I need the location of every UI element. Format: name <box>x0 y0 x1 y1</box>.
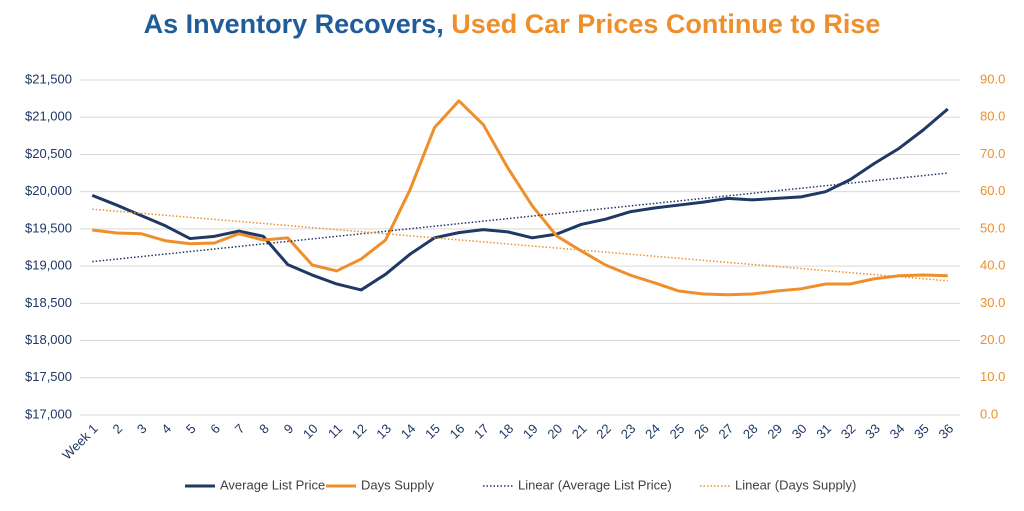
x-tick-label: 29 <box>764 421 785 442</box>
y-tick-label: $19,500 <box>25 220 72 235</box>
x-tick-label: 6 <box>207 421 223 437</box>
legend-label: Linear (Average List Price) <box>518 477 672 492</box>
x-tick-label: 30 <box>789 421 810 442</box>
x-tick-label: 36 <box>935 421 956 442</box>
x-tick-label: 33 <box>862 421 883 442</box>
x-tick-label: 5 <box>183 421 199 437</box>
x-tick-label: 21 <box>569 421 590 442</box>
x-tick-label: 26 <box>691 421 712 442</box>
x-tick-label: 16 <box>447 421 468 442</box>
x-tick-label: 24 <box>642 421 663 442</box>
x-tick-label: 23 <box>618 421 639 442</box>
x-tick-label: 10 <box>300 421 321 442</box>
x-tick-label: 3 <box>134 421 150 437</box>
x-tick-label: Week 1 <box>59 421 101 463</box>
x-tick-label: 18 <box>495 421 516 442</box>
y2-tick-label: 30.0 <box>980 295 1005 310</box>
y2-tick-label: 10.0 <box>980 369 1005 384</box>
title-part: As Inventory Recovers, <box>144 9 444 39</box>
legend-label: Average List Price <box>220 477 325 492</box>
y-tick-label: $18,500 <box>25 295 72 310</box>
x-tick-label: 12 <box>349 421 370 442</box>
x-tick-label: 2 <box>109 421 125 437</box>
y2-tick-label: 40.0 <box>980 258 1005 273</box>
x-tick-label: 25 <box>667 421 688 442</box>
x-tick-label: 11 <box>325 421 345 441</box>
y2-tick-label: 90.0 <box>980 71 1005 86</box>
x-tick-label: 20 <box>544 421 565 442</box>
y2-tick-label: 60.0 <box>980 183 1005 198</box>
legend-label: Linear (Days Supply) <box>735 477 856 492</box>
x-tick-label: 35 <box>911 421 932 442</box>
y-tick-label: $20,000 <box>25 183 72 198</box>
y-tick-label: $20,500 <box>25 146 72 161</box>
chart-title: As Inventory Recovers, Used Car Prices C… <box>144 9 881 39</box>
y2-tick-label: 50.0 <box>980 220 1005 235</box>
trend-line <box>92 208 948 282</box>
y-tick-label: $21,000 <box>25 109 72 124</box>
x-tick-label: 27 <box>715 421 736 442</box>
y2-tick-label: 0.0 <box>980 406 998 421</box>
x-tick-label: 8 <box>256 421 272 437</box>
x-tick-label: 31 <box>813 421 834 442</box>
x-tick-label: 28 <box>740 421 761 442</box>
x-tick-label: 9 <box>281 421 297 437</box>
x-tick-label: 34 <box>887 421 908 442</box>
x-tick-label: 4 <box>158 421 174 437</box>
x-tick-label: 17 <box>471 421 492 442</box>
x-tick-label: 19 <box>520 421 541 442</box>
y-tick-label: $19,000 <box>25 258 72 273</box>
legend-label: Days Supply <box>361 477 434 492</box>
x-tick-label: 32 <box>838 421 859 442</box>
x-tick-label: 15 <box>422 421 443 442</box>
y2-tick-label: 80.0 <box>980 109 1005 124</box>
y-tick-label: $17,500 <box>25 369 72 384</box>
title-part: Used Car Prices Continue to Rise <box>451 9 880 39</box>
x-tick-label: 7 <box>232 421 248 437</box>
y-tick-label: $18,000 <box>25 332 72 347</box>
y2-tick-label: 20.0 <box>980 332 1005 347</box>
y-tick-label: $17,000 <box>25 406 72 421</box>
x-tick-label: 13 <box>373 421 394 442</box>
y2-tick-label: 70.0 <box>980 146 1005 161</box>
x-tick-label: 22 <box>593 421 614 442</box>
series-line <box>92 99 948 297</box>
x-tick-label: 14 <box>398 421 419 442</box>
y-tick-label: $21,500 <box>25 71 72 86</box>
series-line <box>91 107 949 292</box>
